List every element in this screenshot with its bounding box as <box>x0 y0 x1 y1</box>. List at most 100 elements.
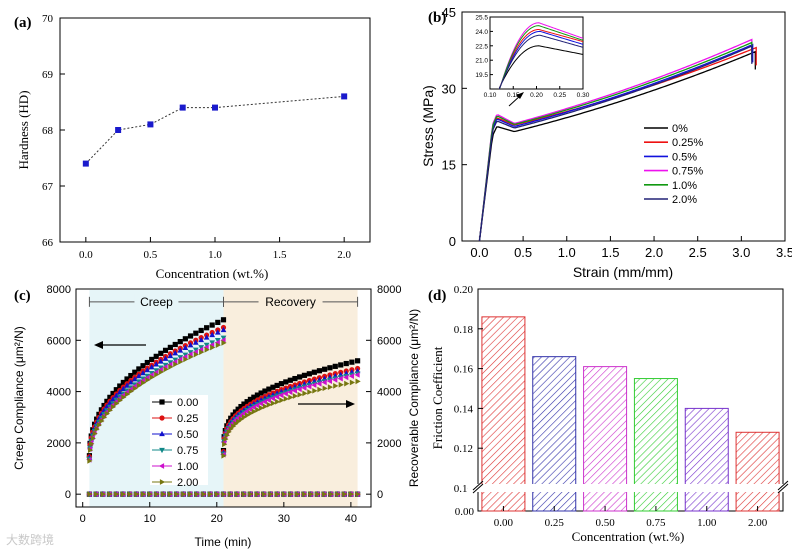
panel-c-creep-point-2-34 <box>214 329 221 335</box>
panel-c-baseline-point-5-38 <box>342 491 348 498</box>
panel-d-plot-frame <box>477 288 784 512</box>
panel-c-recovery-point-4-30 <box>326 378 332 384</box>
panel-b-x-tick-label-3: 1.5 <box>601 245 619 260</box>
panel-a: (a) Concentration (wt.%) Hardness (HD) 0… <box>14 13 371 281</box>
panel-d-axis-break-tick-label: 0.00 <box>455 506 475 518</box>
panel-b-inset-series-5 <box>498 34 583 89</box>
panel-d-x-tick-label-4: 1.00 <box>697 517 717 529</box>
panel-c-creep-point-2-32 <box>203 334 210 340</box>
panel-c-recovery-point-0-23 <box>292 375 298 382</box>
panel-c-recovery-point-5-8 <box>236 418 242 425</box>
panel-c-legend: 0.00 0.25 0.50 0.75 1.00 2.00 <box>150 395 208 489</box>
panel-c-recovery-point-4-18 <box>269 395 276 402</box>
panel-c-creep-point-0-21 <box>149 356 155 363</box>
panel-c-recovery-point-0-29 <box>322 366 328 372</box>
panel-b-x-tick-label-5: 2.5 <box>689 245 707 260</box>
panel-c-baseline-point-5-35 <box>321 491 328 498</box>
panel-c-creep-point-0-5 <box>94 416 100 422</box>
panel-c-creep-point-2-25 <box>167 352 174 359</box>
panel-a-hardness-point-1 <box>115 127 122 133</box>
panel-c-recovery-point-5-26 <box>307 389 313 395</box>
panel-c-baseline-point-5-28 <box>275 491 281 498</box>
panel-c-recovery-point-0-21 <box>283 379 289 385</box>
panel-c-recovery-point-4-15 <box>258 400 264 407</box>
panel-c-baseline-point-5-17 <box>201 491 207 498</box>
panel-c-recovery-point-0-30 <box>327 365 333 371</box>
panel-c-recovery-point-0-32 <box>338 362 344 368</box>
panel-b-inset-series-1 <box>498 28 583 89</box>
panel-b-inset-arrow-head <box>516 92 524 99</box>
panel-b-x-axis-label: Strain (mm/mm) <box>573 264 673 280</box>
panel-c-baseline-point-5-16 <box>194 491 200 498</box>
panel-c-creep-point-5-21 <box>149 374 155 381</box>
panel-c-baseline-point-5-31 <box>295 491 301 498</box>
panel-b-inset-ticks: 0.10 0.15 0.20 0.25 0.30 19.5 21.0 22.5 24.0 25.5 <box>475 15 589 100</box>
panel-b-plot-frame <box>461 11 786 242</box>
panel-c-recovery-point-4-19 <box>274 393 280 400</box>
panel-a-x-axis-label: Concentration (wt.%) <box>156 266 269 281</box>
panel-c-creep-point-5-10 <box>107 407 114 414</box>
panel-b-y-tick-label-1: 15 <box>442 158 456 173</box>
panel-c-legend-label-5: 2.00 <box>177 477 198 489</box>
panel-c-creep-point-0-35 <box>220 317 227 323</box>
panel-c-creep-point-0-31 <box>198 327 204 334</box>
panel-c-recovery-point-4-13 <box>250 404 256 411</box>
panel-c-creep-point-3-30 <box>192 347 199 353</box>
panel-c-creep-point-0-16 <box>128 372 134 379</box>
panel-c-legend-label-4: 1.00 <box>177 461 198 473</box>
panel-b-inset-x-tick-label-3: 0.25 <box>553 92 566 99</box>
panel-c-creep-point-0-15 <box>124 376 130 382</box>
panel-c-left-y-tick-label-2: 4000 <box>47 387 71 399</box>
panel-c-recovery-point-5-1 <box>222 441 228 448</box>
panel-c-recovery-point-5-33 <box>344 380 350 387</box>
panel-d-x-axis-label: Concentration (wt.%) <box>572 529 685 544</box>
panel-c-recovery-point-5-19 <box>275 398 281 405</box>
panel-a-hardness-point-5 <box>341 93 348 100</box>
panel-b-x-tick-label-0: 0.0 <box>470 245 488 260</box>
panel-c-recovery-point-4-33 <box>343 374 349 381</box>
panel-d-y-tick-label-1: 0.12 <box>454 443 473 455</box>
panel-c-creep-point-2-29 <box>187 342 194 348</box>
panel-c-baseline-point-5-7 <box>134 491 140 498</box>
panel-b-x-tick-label-1: 0.5 <box>514 245 532 260</box>
panel-b-series-1 <box>478 46 757 241</box>
panel-c-creep-point-2-21 <box>148 364 155 370</box>
panel-c-baseline-point-5-6 <box>127 491 133 498</box>
panel-c-creep-point-0-26 <box>172 341 178 348</box>
panel-c-creep-point-0-23 <box>158 350 164 356</box>
panel-c-creep-point-0-24 <box>162 347 169 353</box>
panel-c-recovery-point-5-31 <box>333 383 339 389</box>
panel-c-creep-point-5-16 <box>128 388 134 395</box>
panel-d-axis-break-marks <box>472 480 789 494</box>
panel-b-inset-x-tick-label-2: 0.20 <box>530 92 543 99</box>
panel-c-creep-point-5-4 <box>92 430 98 437</box>
panel-d-bar-0 <box>481 316 526 512</box>
panel-b-x-tick-label-7: 3.5 <box>776 245 792 260</box>
panel-c-baseline-point-5-13 <box>174 491 180 498</box>
panel-a-data <box>82 93 348 167</box>
panel-b-ticks: 0.0 0.5 1.0 1.5 2.0 2.5 3.0 3.5 0 15 30 45 <box>442 5 792 260</box>
panel-c-baseline-point-5-15 <box>187 491 194 498</box>
panel-c-baseline-point-5-27 <box>268 491 274 498</box>
panel-c-creep-point-0-11 <box>110 390 116 397</box>
panel-c-recovery-point-5-28 <box>317 386 323 393</box>
panel-c-creep-point-5-23 <box>158 369 164 375</box>
panel-c-recovery-point-0-27 <box>311 369 317 375</box>
panel-c-baseline-point-5-18 <box>208 491 214 498</box>
panel-b-inset-y-tick-label-0: 19.5 <box>475 72 488 79</box>
panel-a-x-tick-label-0: 0.0 <box>79 249 93 261</box>
panel-c-recovery-point-0-25 <box>301 372 308 378</box>
panel-d-axis-break-gap <box>468 484 788 492</box>
panel-c-creep-point-5-19 <box>140 379 147 386</box>
panel-c-creep-point-5-12 <box>114 400 120 407</box>
panel-c-recovery-point-4-26 <box>306 383 312 390</box>
panel-c-recovery-point-0-31 <box>332 363 338 369</box>
panel-b-legend-label-4: 1.0% <box>672 180 697 192</box>
panel-c-recovery-point-4-10 <box>240 410 247 417</box>
panel-c-recovery-point-4-12 <box>247 406 253 413</box>
panel-c-baseline-point-5-8 <box>140 491 147 498</box>
panel-a-y-axis-label: Hardness (HD) <box>16 90 31 169</box>
panel-a-ticks: 0.0 0.5 1.0 1.5 2.0 66 67 68 69 70 <box>42 13 352 261</box>
panel-c-recovery-point-5-16 <box>262 403 269 410</box>
panel-c-creep-label: Creep <box>140 295 173 309</box>
